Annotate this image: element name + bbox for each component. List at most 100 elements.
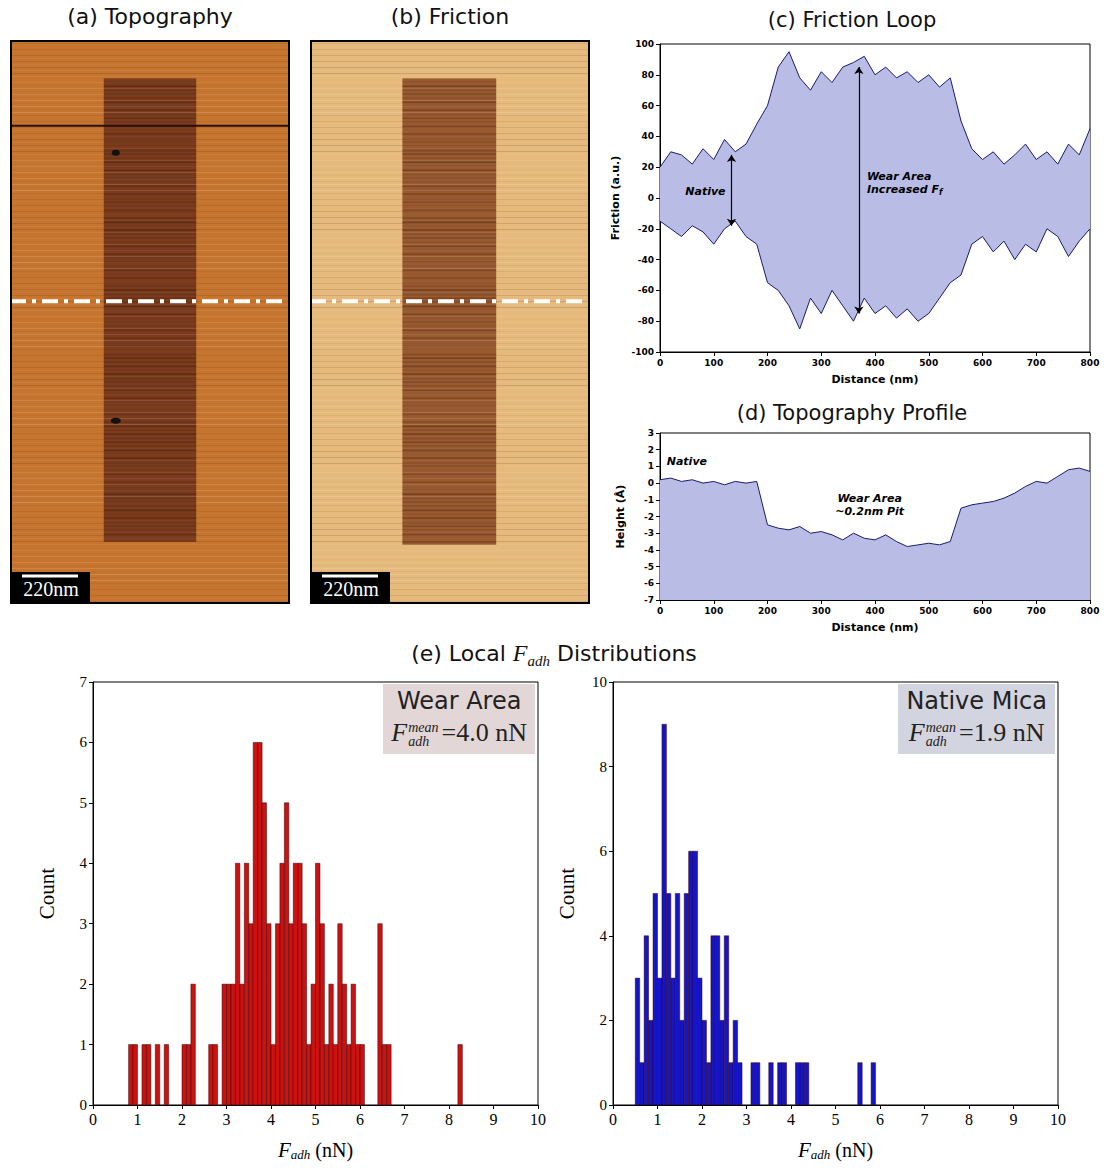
- svg-text:F: F: [277, 1138, 291, 1162]
- svg-text:(nN): (nN): [830, 1139, 873, 1162]
- svg-text:300: 300: [812, 358, 831, 368]
- svg-text:0: 0: [609, 1111, 617, 1128]
- svg-text:(nN): (nN): [310, 1139, 353, 1162]
- svg-text:9: 9: [1010, 1111, 1018, 1128]
- svg-text:1: 1: [654, 1111, 662, 1128]
- svg-text:40: 40: [641, 131, 654, 141]
- svg-text:0: 0: [600, 1097, 608, 1113]
- svg-text:-40: -40: [638, 255, 654, 265]
- svg-text:0: 0: [80, 1097, 88, 1113]
- svg-text:4: 4: [787, 1111, 795, 1128]
- svg-text:8: 8: [600, 759, 608, 775]
- svg-text:6: 6: [600, 843, 608, 859]
- svg-text:-7: -7: [644, 595, 654, 605]
- svg-text:2: 2: [600, 1012, 608, 1028]
- svg-text:10: 10: [530, 1111, 546, 1128]
- svg-text:7: 7: [921, 1111, 929, 1128]
- svg-text:-60: -60: [638, 285, 654, 295]
- svg-text:0: 0: [657, 606, 663, 616]
- svg-text:5: 5: [832, 1111, 840, 1128]
- svg-text:10: 10: [1050, 1111, 1066, 1128]
- svg-text:8: 8: [445, 1111, 453, 1128]
- svg-text:2: 2: [698, 1111, 706, 1128]
- svg-text:2: 2: [178, 1111, 186, 1128]
- svg-text:200: 200: [758, 358, 777, 368]
- svg-text:Wear Area: Wear Area: [867, 170, 931, 183]
- svg-text:4: 4: [267, 1111, 275, 1128]
- svg-text:100: 100: [704, 606, 723, 616]
- svg-text:(c) Friction Loop: (c) Friction Loop: [768, 8, 936, 32]
- svg-text:Count: Count: [35, 868, 59, 920]
- svg-text:600: 600: [973, 358, 992, 368]
- svg-text:4: 4: [80, 855, 88, 871]
- svg-text:Native: Native: [685, 185, 726, 198]
- svg-text:7: 7: [80, 674, 88, 690]
- svg-text:100: 100: [704, 358, 723, 368]
- svg-text:adh: adh: [291, 1147, 311, 1162]
- svg-text:f: f: [939, 188, 944, 197]
- svg-text:-4: -4: [644, 545, 654, 555]
- svg-text:-6: -6: [644, 578, 654, 588]
- svg-text:Friction (a.u.): Friction (a.u.): [609, 156, 622, 240]
- svg-text:1: 1: [648, 461, 654, 471]
- svg-text:3: 3: [223, 1111, 231, 1128]
- svg-text:20: 20: [641, 162, 654, 172]
- svg-text:500: 500: [919, 606, 938, 616]
- svg-text:adh: adh: [811, 1147, 831, 1162]
- svg-text:700: 700: [1027, 606, 1046, 616]
- svg-text:9: 9: [490, 1111, 498, 1128]
- svg-text:-5: -5: [644, 562, 654, 572]
- svg-text:700: 700: [1027, 358, 1046, 368]
- svg-text:1: 1: [134, 1111, 142, 1128]
- svg-text:Native: Native: [667, 455, 708, 468]
- svg-text:~0.2nm Pit: ~0.2nm Pit: [835, 505, 905, 518]
- svg-text:2: 2: [648, 445, 654, 455]
- svg-text:Distance (nm): Distance (nm): [831, 373, 918, 386]
- svg-text:-2: -2: [644, 512, 654, 522]
- svg-text:300: 300: [812, 606, 831, 616]
- svg-text:6: 6: [876, 1111, 884, 1128]
- html-text:(e) Local FadhDistributions: (e) Local FadhDistributions: [411, 640, 697, 670]
- svg-text:0: 0: [648, 478, 654, 488]
- svg-text:600: 600: [973, 606, 992, 616]
- svg-text:100: 100: [635, 39, 654, 49]
- svg-text:F: F: [797, 1138, 811, 1162]
- svg-text:5: 5: [80, 795, 88, 811]
- svg-text:3: 3: [648, 428, 654, 438]
- svg-text:200: 200: [758, 606, 777, 616]
- svg-text:5: 5: [312, 1111, 320, 1128]
- svg-text:-1: -1: [644, 495, 654, 505]
- svg-text:400: 400: [866, 606, 885, 616]
- svg-text:500: 500: [919, 358, 938, 368]
- svg-text:6: 6: [356, 1111, 364, 1128]
- svg-text:0: 0: [89, 1111, 97, 1128]
- svg-text:60: 60: [641, 101, 654, 111]
- svg-text:220nm: 220nm: [23, 578, 79, 600]
- svg-text:-20: -20: [638, 224, 654, 234]
- svg-text:3: 3: [80, 916, 88, 932]
- svg-text:1: 1: [80, 1037, 88, 1053]
- svg-text:10: 10: [592, 674, 607, 690]
- svg-text:4: 4: [600, 928, 608, 944]
- svg-text:400: 400: [866, 358, 885, 368]
- svg-text:-80: -80: [638, 316, 654, 326]
- svg-text:Increased F: Increased F: [867, 183, 939, 196]
- svg-text:800: 800: [1081, 358, 1100, 368]
- svg-text:8: 8: [965, 1111, 973, 1128]
- svg-text:7: 7: [401, 1111, 409, 1128]
- svg-text:800: 800: [1081, 606, 1100, 616]
- svg-text:-100: -100: [631, 347, 654, 357]
- svg-text:Wear Area: Wear Area: [837, 492, 901, 505]
- svg-text:220nm: 220nm: [323, 578, 379, 600]
- svg-text:(d) Topography Profile: (d) Topography Profile: [737, 401, 968, 425]
- svg-text:6: 6: [80, 734, 88, 750]
- svg-text:Distance (nm): Distance (nm): [831, 621, 918, 634]
- svg-text:80: 80: [641, 70, 654, 80]
- svg-text:Height (Å): Height (Å): [614, 485, 627, 549]
- svg-text:2: 2: [80, 976, 88, 992]
- svg-text:0: 0: [657, 358, 663, 368]
- svg-text:0: 0: [648, 193, 654, 203]
- svg-text:Count: Count: [555, 868, 579, 920]
- svg-text:-3: -3: [644, 528, 654, 538]
- svg-text:3: 3: [743, 1111, 751, 1128]
